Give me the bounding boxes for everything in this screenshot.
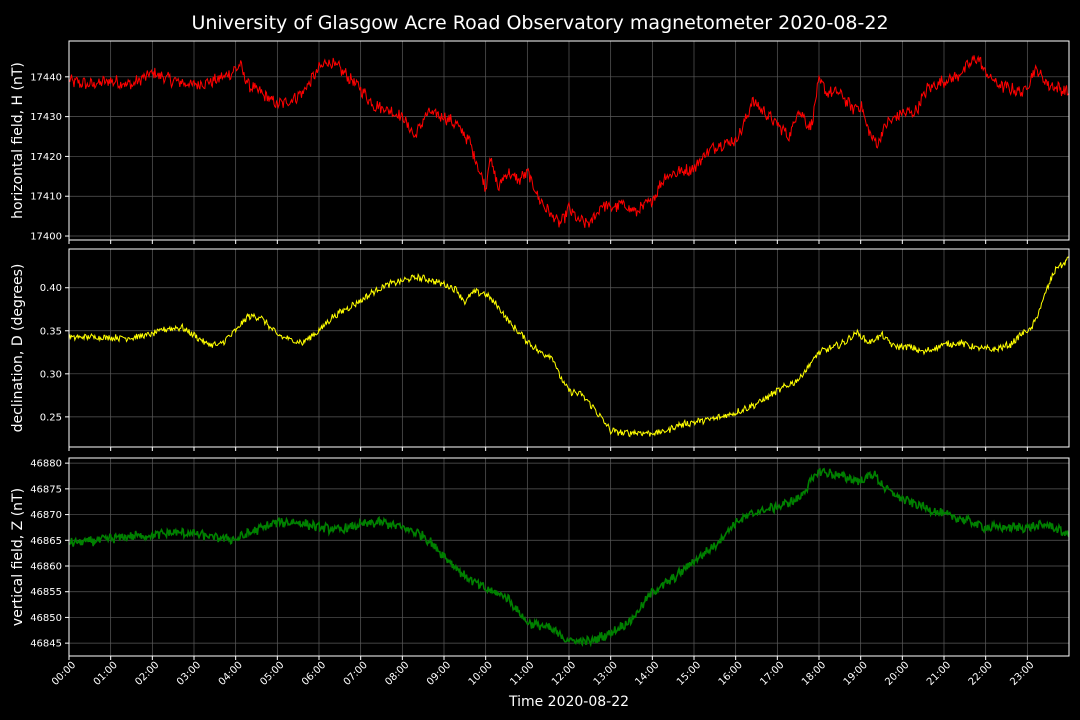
y-axis-label-declination: declination, D (degrees) xyxy=(10,264,26,433)
y-tick-label: 46875 xyxy=(30,484,62,495)
y-axis-label-horizontal-field: horizontal field, H (nT) xyxy=(10,62,26,219)
y-tick-label: 46865 xyxy=(30,536,62,547)
grid-lines xyxy=(68,41,1069,244)
chart-title: University of Glasgow Acre Road Observat… xyxy=(191,12,888,34)
y-ticks: 46845 46850 46855 46860 46865 46870 46875 46880 xyxy=(30,459,69,650)
grid-lines xyxy=(68,249,1069,451)
axes-frame xyxy=(68,457,1070,657)
y-tick-label: 17420 xyxy=(30,152,62,163)
axes-frame xyxy=(68,40,1070,241)
y-tick-label: 46860 xyxy=(30,562,62,573)
y-tick-label: 17410 xyxy=(30,192,62,203)
series-line-vertical-field xyxy=(68,467,1070,648)
y-tick-label: 0.30 xyxy=(40,369,62,380)
y-tick-label: 46870 xyxy=(30,510,62,521)
y-tick-label: 46845 xyxy=(30,639,62,650)
y-tick-label: 0.40 xyxy=(40,283,62,294)
panel-vertical-field: 46845 46850 46855 46860 46865 46870 46875 46880… xyxy=(10,457,1070,660)
panel-declination: 0.25 0.30 0.35 0.40 declination, D (degrees… xyxy=(10,248,1070,451)
y-ticks: 17400 17410 17420 17430 17440 xyxy=(30,72,69,243)
y-axis-label-vertical-field: vertical field, Z (nT) xyxy=(10,488,26,626)
series-line-horizontal-field xyxy=(68,54,1070,228)
y-tick-label: 17400 xyxy=(30,232,62,243)
y-tick-label: 0.25 xyxy=(40,412,62,423)
panel-horizontal-field: 17400 17410 17420 17430 17440 horizontal fie… xyxy=(10,40,1070,244)
y-tick-label: 0.35 xyxy=(40,326,62,337)
y-tick-label: 46850 xyxy=(30,613,62,624)
y-tick-label: 17430 xyxy=(30,112,62,123)
y-tick-label: 17440 xyxy=(30,72,62,83)
y-ticks: 0.25 0.30 0.35 0.40 xyxy=(40,283,69,423)
series-line-declination xyxy=(68,256,1070,438)
x-axis-label: Time 2020-08-22 xyxy=(508,694,629,710)
y-tick-label: 46855 xyxy=(30,587,62,598)
y-tick-label: 46880 xyxy=(30,459,62,470)
axes-frame xyxy=(68,248,1070,448)
